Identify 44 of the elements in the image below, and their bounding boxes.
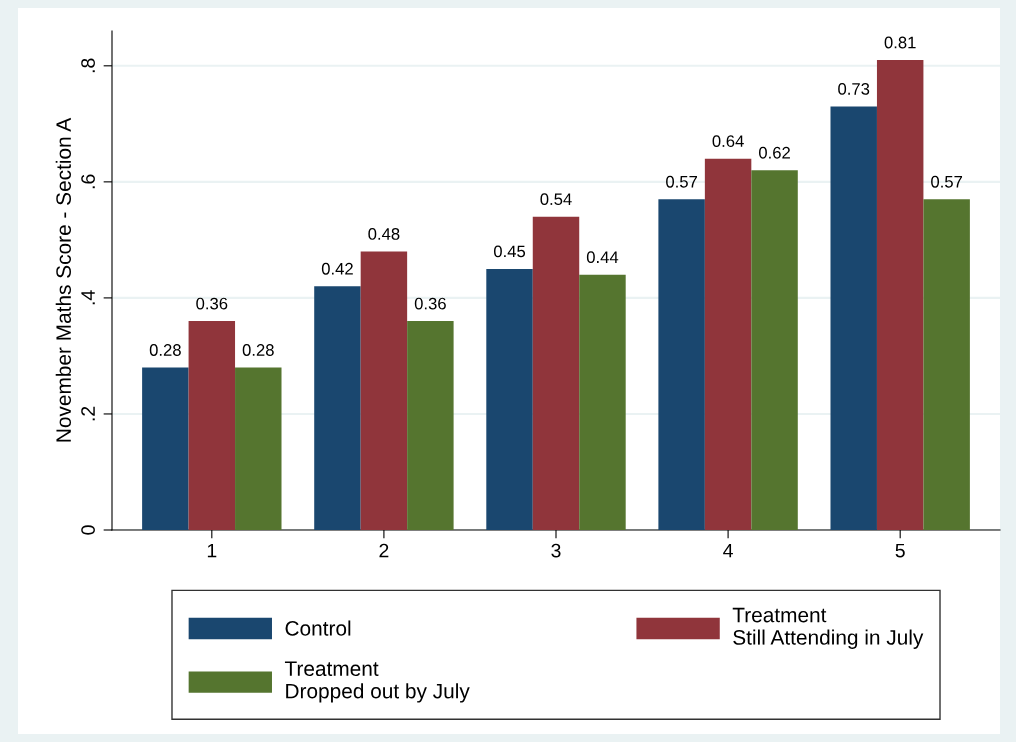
x-tick-label: 3 xyxy=(551,543,561,558)
bar xyxy=(923,199,970,530)
data-label: 0.28 xyxy=(242,344,274,356)
data-label: 0.81 xyxy=(884,36,916,49)
y-tick-label: 0 xyxy=(81,525,95,535)
bar xyxy=(188,321,236,530)
bar xyxy=(579,274,626,530)
x-tick-label: 1 xyxy=(207,543,217,558)
bar xyxy=(314,286,361,530)
legend-label: Treatment Dropped out by July xyxy=(284,661,470,703)
x-tick-label: 4 xyxy=(723,543,733,558)
data-label: 0.54 xyxy=(540,193,572,206)
bar xyxy=(751,170,798,530)
data-label: 0.57 xyxy=(931,175,963,188)
data-label: 0.36 xyxy=(414,297,446,310)
bar xyxy=(407,321,454,530)
data-label: 0.57 xyxy=(666,175,698,188)
data-label: 0.73 xyxy=(838,83,870,95)
bar xyxy=(830,106,877,530)
x-tick-label: 2 xyxy=(379,543,389,558)
legend-label: Treatment Still Attending in July xyxy=(732,607,924,649)
bar xyxy=(532,216,580,530)
data-label: 0.64 xyxy=(712,135,744,148)
data-label: 0.45 xyxy=(493,245,526,258)
y-tick-label: .4 xyxy=(81,290,95,305)
y-tick-label: .2 xyxy=(81,406,95,421)
x-tick-label: 5 xyxy=(895,543,905,558)
data-label: 0.48 xyxy=(368,228,400,240)
data-label: 0.62 xyxy=(758,146,790,159)
data-label: 0.36 xyxy=(196,297,228,310)
data-label: 0.42 xyxy=(321,262,353,275)
bar xyxy=(486,268,533,530)
bar xyxy=(142,367,189,530)
bar xyxy=(360,251,408,530)
data-label: 0.28 xyxy=(149,344,181,356)
legend-label: Control xyxy=(285,620,351,636)
data-label: 0.44 xyxy=(586,251,619,264)
y-tick-label: .8 xyxy=(81,58,95,73)
y-axis-title: November Maths Score - Section A xyxy=(55,117,72,442)
bar xyxy=(658,199,705,530)
bar xyxy=(876,60,924,530)
bar xyxy=(235,367,282,530)
y-tick-label: .6 xyxy=(81,174,95,189)
bar xyxy=(704,158,752,530)
